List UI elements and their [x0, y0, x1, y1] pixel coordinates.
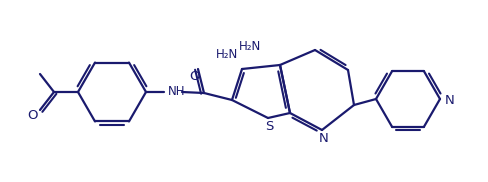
Text: N: N — [319, 132, 328, 145]
Text: H₂N: H₂N — [238, 40, 261, 53]
Text: H₂N: H₂N — [215, 48, 238, 62]
Text: N: N — [444, 94, 454, 108]
Text: O: O — [189, 70, 200, 84]
Text: O: O — [27, 110, 37, 122]
Text: S: S — [264, 120, 273, 134]
Text: NH: NH — [168, 86, 185, 98]
